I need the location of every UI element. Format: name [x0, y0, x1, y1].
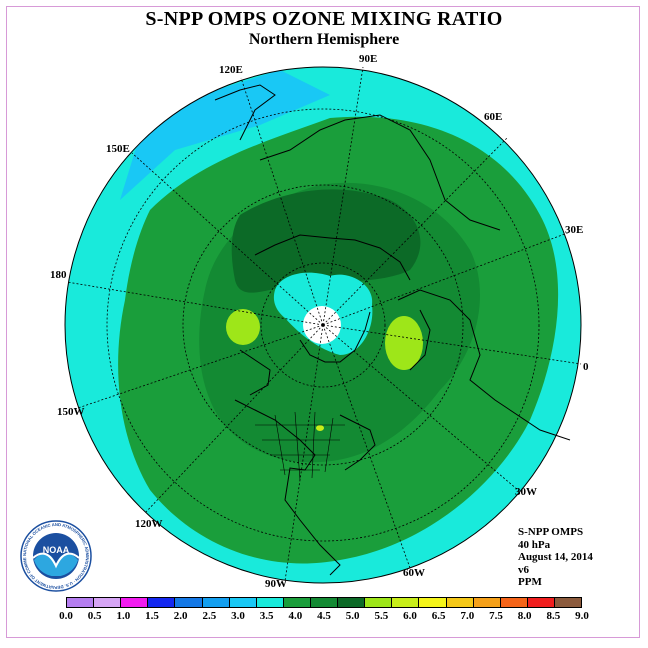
- colorbar-tick-label: 8.0: [517, 610, 532, 622]
- lon-label-150e: 150E: [106, 143, 130, 155]
- colorbar-tick-label: 4.5: [317, 610, 331, 622]
- logo-gull: [32, 552, 80, 569]
- colorbar-segment: [121, 598, 149, 607]
- colorbar-segment: [446, 598, 474, 607]
- political-boundaries: [255, 411, 345, 481]
- info-version: v6: [518, 563, 529, 576]
- latitude-circle-50: [182, 184, 464, 466]
- colorbar-tick-label: 5.0: [345, 610, 360, 622]
- colorbar-tick-label: 1.5: [145, 610, 159, 622]
- colorbar-tick-label: 0.0: [59, 610, 73, 622]
- lon-label-180: 180: [50, 269, 67, 281]
- colorbar-tick-label: 5.5: [374, 610, 389, 622]
- colorbar-tick-label: 7.0: [460, 610, 475, 622]
- colorbar-ticks: 0.0 0.5 1.0 1.5 2.0 2.5 3.0 3.5 4.0 4.5 5.0 5.5 6.0 6…: [59, 610, 589, 624]
- us-state-borders: [255, 411, 345, 481]
- colorbar-tick-label: 3.5: [259, 610, 274, 622]
- coast-scandinavia: [409, 309, 431, 371]
- map-subtitle: Northern Hemisphere: [248, 31, 400, 48]
- colorbar-tick-label: 6.5: [431, 610, 446, 622]
- coast-greenland: [299, 311, 371, 363]
- meridian-0: [322, 324, 582, 365]
- lon-label-60e: 60E: [484, 111, 502, 123]
- coast-eastern-canada: [339, 414, 376, 471]
- coast-east-asia: [214, 84, 276, 141]
- latitude-circle-30: [106, 108, 540, 542]
- lon-label-60w: 60W: [403, 567, 425, 579]
- map-title: S-NPP OMPS OZONE MIXING RATIO: [145, 8, 503, 30]
- meridian-60w: [322, 324, 411, 569]
- meridian-120w: [144, 324, 324, 514]
- colorbar-tick-label: 1.0: [116, 610, 131, 622]
- colorbar-tick-label: 0.5: [87, 610, 102, 622]
- colorbar-segment: [338, 598, 366, 607]
- field-level-5-5-west: [226, 309, 260, 345]
- logo-text: NOAA: [43, 545, 70, 555]
- map-boundary-circle: [64, 66, 582, 584]
- colorbar-segment: [554, 598, 582, 607]
- colorbar-tick-label: 9.0: [575, 610, 589, 622]
- lon-label-120e: 120E: [219, 64, 243, 76]
- info-units: PPM: [518, 576, 542, 588]
- lon-label-150w: 150W: [57, 406, 85, 418]
- info-instrument: S-NPP OMPS: [518, 526, 584, 538]
- colorbar-segment: [392, 598, 420, 607]
- lon-label-30w: 30W: [515, 486, 537, 498]
- colorbar-segment: [175, 598, 203, 607]
- colorbar-segment: [419, 598, 447, 607]
- colorbar-tick-label: 8.5: [546, 610, 561, 622]
- meridian-150e: [131, 152, 324, 326]
- colorbar-tick-label: 6.0: [403, 610, 417, 622]
- colorbar-tick-label: 3.0: [231, 610, 245, 622]
- meridian-150w: [71, 324, 324, 411]
- field-level-5-5-east: [385, 316, 423, 370]
- lon-label-90e: 90E: [359, 53, 377, 65]
- coast-asia: [259, 114, 501, 231]
- meridian-30w: [322, 324, 519, 491]
- lon-label-120w: 120W: [135, 518, 163, 530]
- colorbar-segment: [365, 598, 393, 607]
- colorbar-segment: [67, 598, 95, 607]
- colorbar-segment: [202, 598, 230, 607]
- info-level: 40 hPa: [518, 538, 551, 551]
- meridian-90e: [322, 66, 364, 326]
- coastlines: [214, 84, 571, 576]
- meridian-180: [66, 281, 324, 326]
- coast-europe-africa: [397, 289, 571, 441]
- coast-north-america: [234, 399, 341, 576]
- colorbar-tick-label: 7.5: [489, 610, 503, 622]
- meridian-120e: [240, 77, 324, 326]
- longitude-labels: 0 30E 60E 90E 120E 150E 180 150W 120W 90…: [50, 53, 589, 590]
- field-level-5-0: [231, 189, 421, 293]
- colorbar-segment: [527, 598, 555, 607]
- graticule: [66, 66, 582, 582]
- colorbar-segment: [500, 598, 528, 607]
- latitude-circle-70: [260, 262, 386, 388]
- coast-alaska: [239, 349, 271, 396]
- colorbar-segment: [283, 598, 311, 607]
- info-date: August 14, 2014: [518, 551, 593, 563]
- colorbar-tick-label: 4.0: [288, 610, 303, 622]
- meridian-90w: [284, 324, 324, 582]
- lon-label-30e: 30E: [565, 224, 583, 236]
- info-block: S-NPP OMPS 40 hPa August 14, 2014 v6 PPM: [518, 526, 593, 589]
- lon-label-0: 0: [583, 361, 589, 373]
- colorbar-segment: [148, 598, 176, 607]
- noaa-logo: NATIONAL OCEANIC AND ATMOSPHERIC ADMINIS…: [20, 520, 92, 592]
- colorbar-tick-label: 2.0: [173, 610, 188, 622]
- colorbar-segment: [310, 598, 339, 607]
- coast-arctic-russia: [254, 234, 411, 281]
- colorbar-segment: [94, 598, 122, 607]
- colorbar: [66, 597, 582, 608]
- colorbar-tick-label: 2.5: [202, 610, 217, 622]
- colorbar-segment: [229, 598, 257, 607]
- field-level-3-0: [120, 70, 330, 200]
- colorbar-segment: [473, 598, 501, 607]
- lon-label-90w: 90W: [265, 578, 287, 590]
- field-level-6-0: [316, 425, 324, 431]
- page-frame: [6, 6, 640, 638]
- colorbar-segment: [256, 598, 284, 607]
